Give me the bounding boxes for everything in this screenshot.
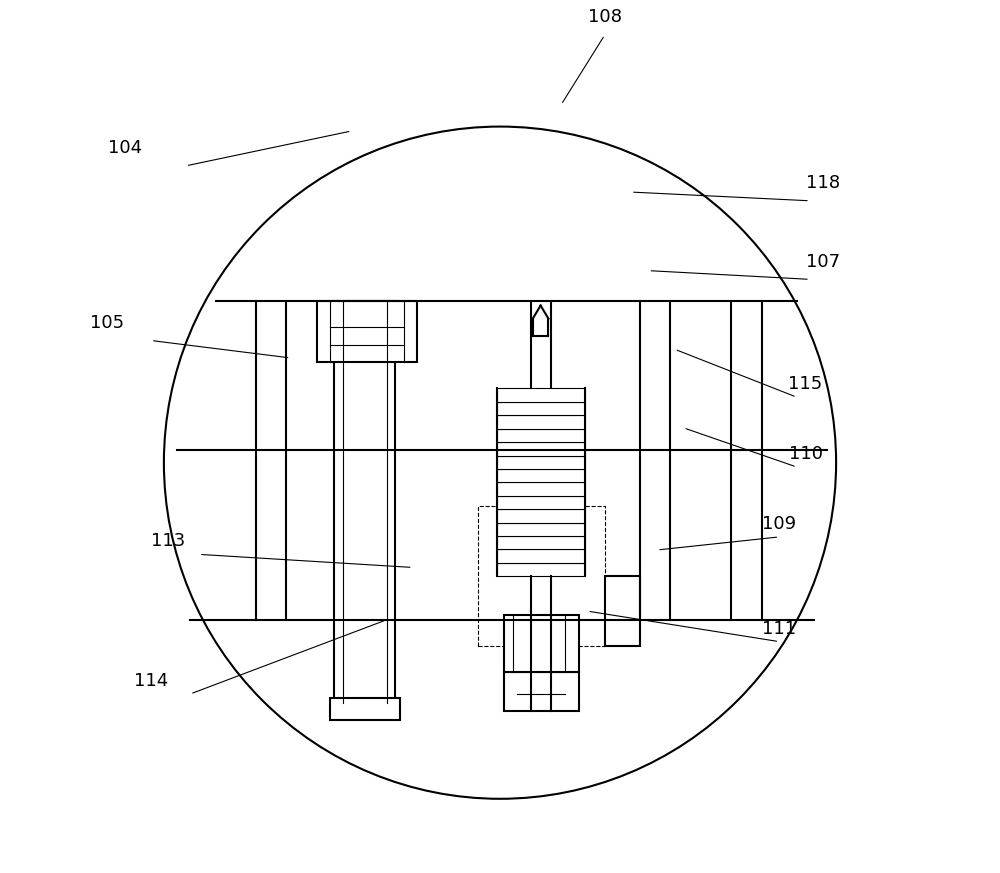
Bar (497, 456, 585, 469)
Text: 110: 110 (789, 445, 823, 463)
Text: 105: 105 (90, 314, 124, 332)
Text: 111: 111 (762, 620, 796, 637)
Text: 113: 113 (151, 533, 185, 550)
Circle shape (164, 127, 836, 799)
Bar (317, 301, 417, 362)
Bar (497, 482, 585, 496)
Text: 109: 109 (762, 515, 796, 533)
Text: 104: 104 (108, 140, 142, 157)
Bar (330, 698, 400, 720)
Text: 118: 118 (806, 175, 840, 192)
Bar (504, 672, 579, 711)
Bar (605, 576, 640, 646)
Bar (497, 563, 585, 576)
Bar (334, 301, 395, 703)
Bar (497, 442, 585, 456)
Bar (504, 615, 579, 672)
Bar (478, 506, 605, 646)
Text: 115: 115 (788, 375, 823, 393)
Bar (497, 402, 585, 416)
Bar (497, 416, 585, 429)
Bar (497, 388, 585, 402)
Bar (497, 509, 585, 523)
Text: 114: 114 (134, 672, 168, 690)
Bar (497, 549, 585, 563)
Bar (497, 496, 585, 509)
Bar (497, 536, 585, 549)
Bar (497, 523, 585, 536)
Bar (497, 429, 585, 442)
Text: 107: 107 (806, 253, 840, 271)
Bar (497, 469, 585, 482)
Text: 108: 108 (588, 9, 622, 26)
